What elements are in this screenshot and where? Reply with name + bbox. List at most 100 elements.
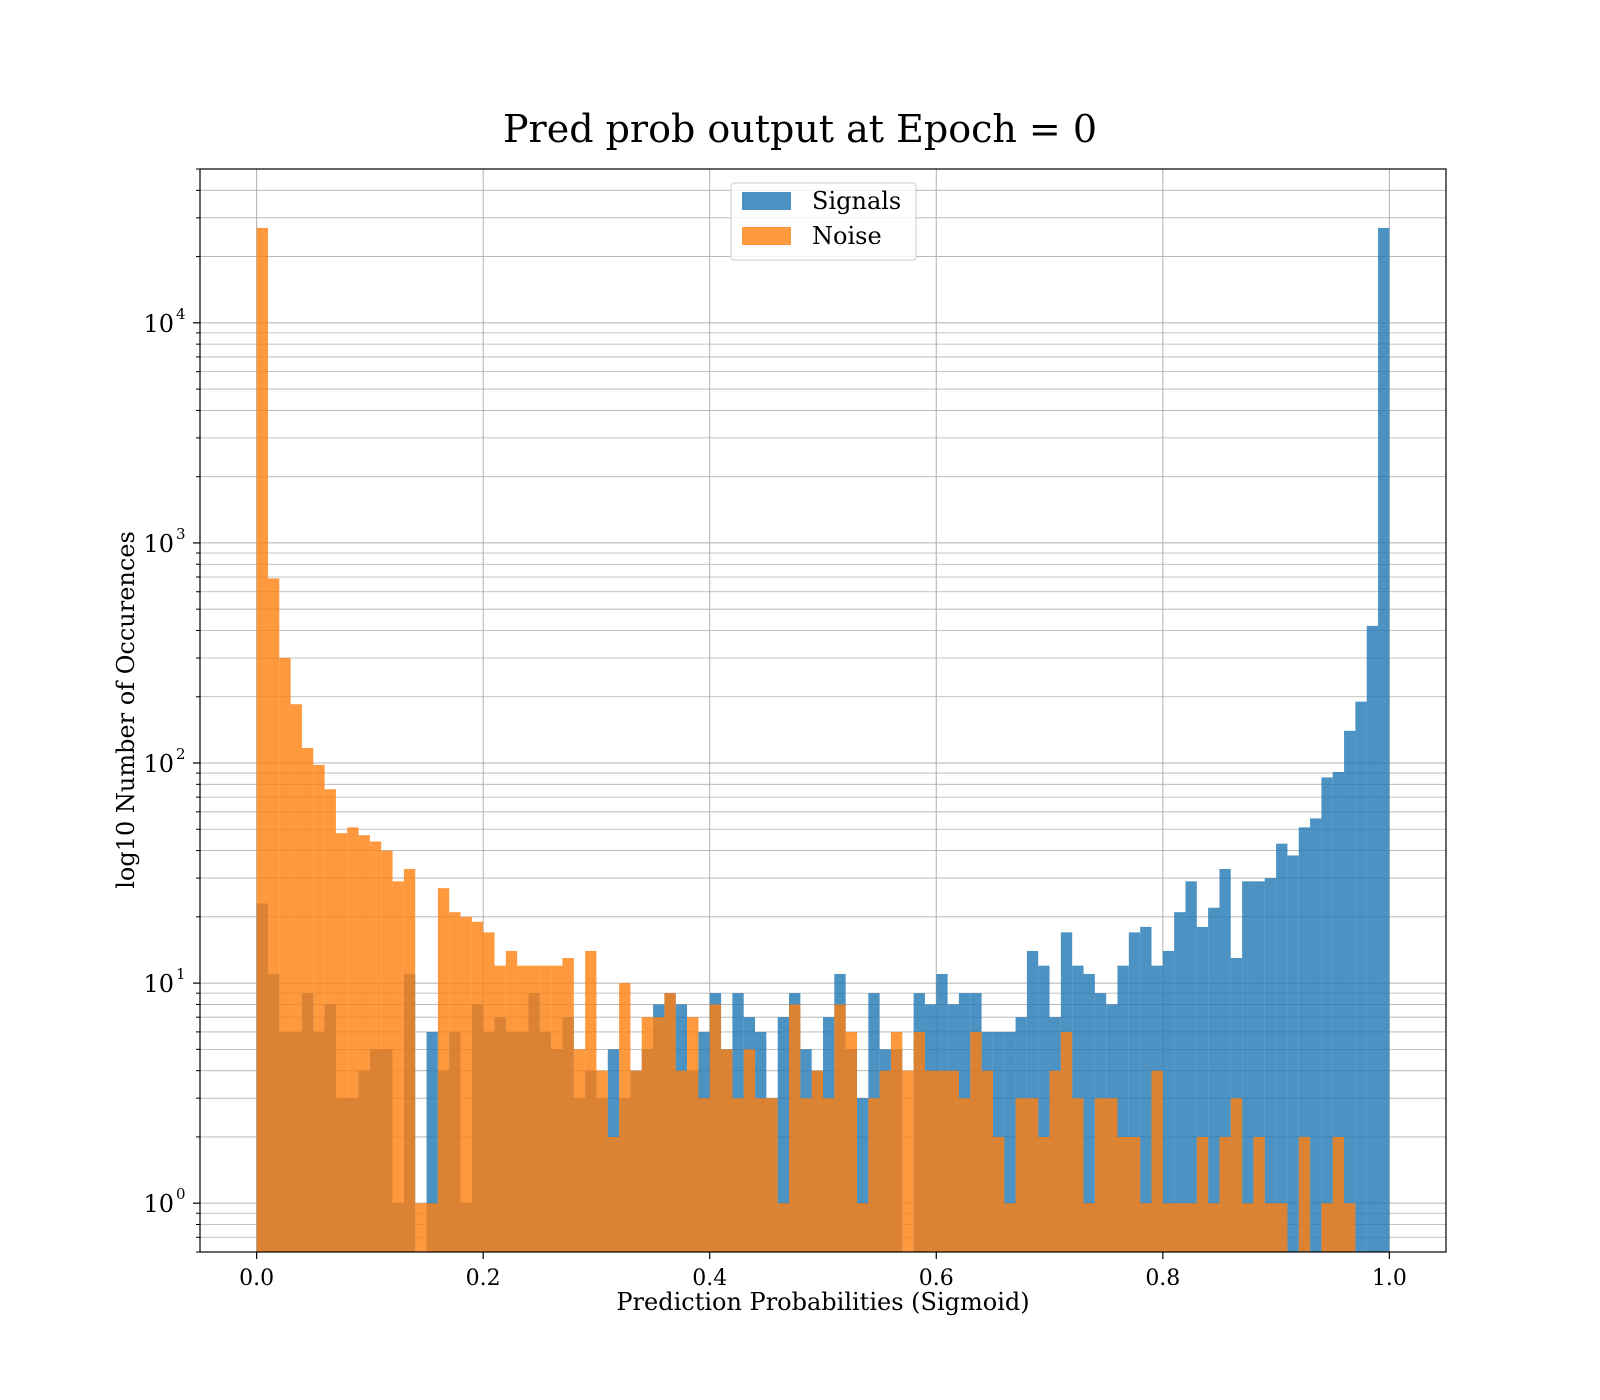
y-tick-label: 10	[143, 1190, 174, 1218]
noise-bar	[890, 1031, 903, 1252]
signals-bar	[1196, 926, 1209, 1252]
noise-bar	[1185, 1203, 1197, 1252]
noise-bar	[1196, 1136, 1209, 1252]
noise-bar	[369, 841, 382, 1252]
signals-bar	[1185, 881, 1197, 1252]
signals-bar	[1276, 843, 1288, 1252]
noise-bar	[267, 578, 280, 1252]
noise-bar	[947, 1070, 959, 1252]
noise-bar	[1174, 1203, 1186, 1252]
signals-bar	[1310, 818, 1322, 1252]
x-tick-label: 0.2	[466, 1266, 501, 1291]
noise-bar	[313, 764, 325, 1252]
noise-bar	[777, 1203, 790, 1252]
signals-bar	[1366, 625, 1379, 1252]
noise-bar	[902, 1070, 914, 1252]
noise-bar	[653, 1017, 665, 1252]
noise-bar	[585, 950, 597, 1252]
noise-bar	[301, 747, 314, 1252]
noise-bar	[596, 1070, 608, 1252]
y-tick-exponent: 4	[176, 305, 186, 323]
noise-bar	[279, 657, 291, 1252]
noise-bar	[1298, 1136, 1311, 1252]
signals-bar	[1208, 907, 1220, 1252]
noise-bar	[1208, 1203, 1220, 1252]
noise-bar	[721, 1049, 733, 1252]
signals-bar	[1083, 973, 1095, 1252]
noise-bar	[970, 1031, 982, 1252]
plot-frame	[199, 168, 1447, 1253]
noise-bar	[664, 993, 676, 1252]
noise-bar	[1321, 1203, 1333, 1252]
legend-label-signals: Signals	[812, 187, 901, 215]
noise-bar	[924, 1070, 937, 1252]
noise-bar	[879, 1070, 891, 1252]
noise-bar	[1117, 1136, 1129, 1252]
y-tick-label: 10	[143, 530, 174, 558]
noise-bar	[789, 1004, 801, 1252]
noise-bar	[1242, 1203, 1254, 1252]
signals-bar	[1140, 926, 1152, 1252]
noise-bar	[1264, 1203, 1277, 1252]
noise-bar	[641, 1017, 654, 1252]
signals-bar	[1004, 1031, 1016, 1252]
legend-label-noise: Noise	[812, 222, 882, 250]
noise-bar	[1026, 1098, 1039, 1252]
noise-bar	[573, 1049, 586, 1252]
noise-bar	[755, 1098, 767, 1252]
signals-bar	[1287, 855, 1299, 1252]
signals-bar	[856, 1098, 869, 1252]
signals-bar	[426, 1031, 438, 1252]
legend-swatch-noise	[742, 227, 791, 245]
noise-bar	[505, 950, 518, 1252]
y-tick-label: 10	[143, 970, 174, 998]
noise-bar	[698, 1098, 710, 1252]
x-tick-label: 1.0	[1372, 1266, 1407, 1291]
noise-bar	[1038, 1136, 1050, 1252]
y-tick-exponent: 3	[176, 525, 186, 543]
signals-bar	[1162, 950, 1175, 1252]
noise-bar	[823, 1098, 835, 1252]
noise-bar	[1230, 1098, 1243, 1252]
noise-bar	[437, 888, 450, 1252]
noise-bar	[936, 1070, 948, 1252]
noise-bar	[1332, 1136, 1345, 1252]
y-tick-exponent: 2	[176, 745, 186, 763]
noise-bar	[981, 1070, 993, 1252]
noise-bar	[743, 1049, 756, 1252]
noise-bar	[426, 1203, 438, 1252]
noise-bar	[800, 1098, 812, 1252]
noise-bar	[687, 1017, 699, 1252]
noise-bar	[392, 881, 404, 1252]
signals-bar	[1219, 868, 1231, 1252]
signals-bar	[1128, 932, 1141, 1252]
noise-bar	[1015, 1098, 1027, 1252]
noise-bar	[358, 835, 370, 1252]
noise-bar	[868, 1098, 880, 1252]
y-axis-label: log10 Number of Occurences	[112, 531, 140, 889]
noise-bar	[630, 1070, 642, 1252]
noise-bar	[528, 965, 540, 1252]
noise-bar	[1128, 1136, 1141, 1252]
signals-bar	[1038, 965, 1050, 1252]
x-axis-ticks: 0.0 0.2 0.4 0.6 0.8 1.0	[239, 1252, 1407, 1291]
noise-bar	[415, 1203, 427, 1252]
signals-bar	[1355, 701, 1367, 1252]
legend: Signals Noise	[730, 182, 917, 261]
noise-bar	[483, 932, 495, 1252]
y-tick-exponent: 1	[176, 965, 186, 983]
noise-bar	[347, 827, 359, 1252]
noise-bar	[324, 789, 336, 1252]
noise-bar	[256, 227, 268, 1252]
signals-bar	[1321, 777, 1333, 1252]
signals-bar	[1253, 881, 1265, 1252]
noise-bar	[766, 1098, 778, 1252]
noise-bar	[290, 704, 302, 1252]
noise-bar	[992, 1136, 1005, 1252]
signals-bar	[1174, 912, 1186, 1252]
x-tick-label: 0.6	[919, 1266, 954, 1291]
noise-bar	[1004, 1203, 1016, 1252]
